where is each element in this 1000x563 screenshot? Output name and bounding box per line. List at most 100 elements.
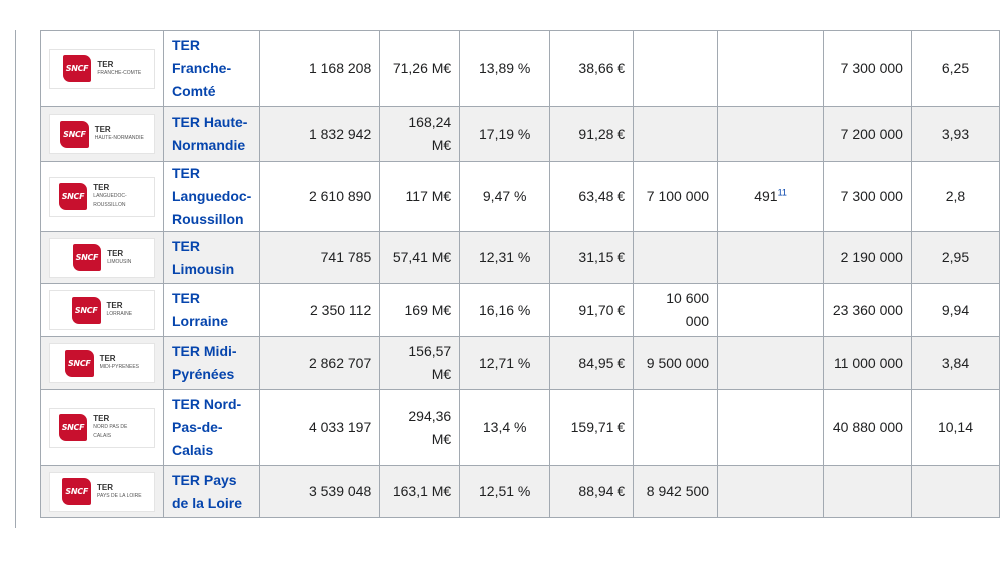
percent-cell: 12,31 % xyxy=(459,231,551,284)
logo-cell: SNCF TER FRANCHE-COMTE xyxy=(40,30,164,107)
cell-text: 156,57 M€ xyxy=(408,343,452,382)
value-cell: 2 862 707 xyxy=(259,336,381,390)
table-row: SNCF TER LANGUEDOC-ROUSSILLON TER Languedoc… xyxy=(40,161,1000,232)
region-name-link[interactable]: TER Pays de la Loire xyxy=(162,465,261,518)
percent-cell: 17,19 % xyxy=(459,106,551,162)
logo-region-label: MIDI-PYRENEES xyxy=(99,364,140,370)
ter-logo[interactable]: SNCF TER HAUTE-NORMANDIE xyxy=(49,114,155,154)
logo-cell: SNCF TER MIDI-PYRENEES xyxy=(40,336,164,390)
ter-logo[interactable]: SNCF TER MIDI-PYRENEES xyxy=(49,343,155,383)
value-cell: 2 610 890 xyxy=(259,161,381,232)
logo-ter-label: TER xyxy=(93,414,110,423)
cell-text: 3 539 048 xyxy=(308,483,372,499)
region-name-link[interactable]: TER Midi-Pyrénées xyxy=(162,336,261,390)
cell-text: 40 880 000 xyxy=(832,419,903,435)
cell-text: 12,71 % xyxy=(479,354,531,371)
table-body: SNCF TER FRANCHE-COMTE TER Franche-Comté 1 1… xyxy=(40,30,1000,518)
logo-ter-label: TER xyxy=(97,482,114,492)
cell-text: 17,19 % xyxy=(479,125,531,142)
revenue-cell: 156,57 M€ xyxy=(379,336,461,390)
logo-cell: SNCF TER LIMOUSIN xyxy=(40,231,164,284)
logo-text: TER NORD PAS DE CALAIS xyxy=(93,414,145,441)
logo-ter-label: TER xyxy=(107,248,124,258)
cell-text: 9,94 xyxy=(941,301,970,318)
value-cell: 8 942 500 xyxy=(633,465,719,518)
percent-cell: 12,51 % xyxy=(459,465,551,518)
ratio-cell: 6,25 xyxy=(910,30,1000,107)
value-cell: 3 539 048 xyxy=(259,465,381,518)
ter-logo[interactable]: SNCF TER LIMOUSIN xyxy=(49,237,155,278)
logo-text: TER FRANCHE-COMTE xyxy=(97,60,141,78)
price-cell: 91,28 € xyxy=(549,106,635,162)
logo-ter-label: TER xyxy=(94,125,111,134)
sncf-logo-icon: SNCF xyxy=(72,244,102,271)
region-name-link[interactable]: TER Franche-Comté xyxy=(162,30,261,107)
region-name-link[interactable]: TER Haute-Normandie xyxy=(162,106,261,162)
value-cell: 2 190 000 xyxy=(823,231,912,284)
logo-region-label: NORD PAS DE CALAIS xyxy=(93,424,128,439)
logo-cell: SNCF TER HAUTE-NORMANDIE xyxy=(40,106,164,162)
ter-logo[interactable]: SNCF TER LORRAINE xyxy=(49,290,155,330)
logo-region-label: HAUTE-NORMANDIE xyxy=(94,135,144,141)
logo-text: TER MIDI-PYRENEES xyxy=(100,354,139,372)
logo-cell: SNCF TER PAYS DE LA LOIRE xyxy=(40,465,164,518)
value-cell: 7 300 000 xyxy=(823,30,912,107)
table-row: SNCF TER MIDI-PYRENEES TER Midi-Pyrénées 2 8… xyxy=(40,336,1000,390)
percent-cell: 9,47 % xyxy=(459,161,551,232)
ter-regions-table: SNCF TER FRANCHE-COMTE TER Franche-Comté 1 1… xyxy=(40,30,1000,518)
logo-text: TER PAYS DE LA LOIRE xyxy=(97,483,142,501)
ter-logo[interactable]: SNCF TER LANGUEDOC-ROUSSILLON xyxy=(49,176,155,217)
cell-text: 2 350 112 xyxy=(310,301,372,318)
logo-ter-label: TER xyxy=(106,301,123,310)
revenue-cell: 163,1 M€ xyxy=(379,465,461,518)
logo-text: TER HAUTE-NORMANDIE xyxy=(95,125,144,143)
ratio-cell: 3,93 xyxy=(910,106,1000,162)
ratio-cell: 2,95 xyxy=(910,231,1000,284)
cell-text: 159,71 € xyxy=(570,419,626,435)
cell-text: 38,66 € xyxy=(578,60,626,76)
cell-text: 84,95 € xyxy=(578,354,626,371)
revenue-cell: 169 M€ xyxy=(379,283,461,337)
region-name-link[interactable]: TER Lorraine xyxy=(162,283,261,337)
cell-text: 741 785 xyxy=(320,249,372,265)
ter-logo[interactable]: SNCF TER PAYS DE LA LOIRE xyxy=(49,471,155,512)
cell-text: 7 300 000 xyxy=(840,60,903,76)
percent-cell: 13,89 % xyxy=(459,30,551,107)
region-name-link[interactable]: TER Nord-Pas-de-Calais xyxy=(162,389,261,466)
value-cell xyxy=(633,30,719,107)
ter-logo[interactable]: SNCF TER FRANCHE-COMTE xyxy=(49,48,155,89)
cell-text: 9 500 000 xyxy=(646,354,710,371)
cell-text: 13,89 % xyxy=(479,60,531,76)
value-cell xyxy=(717,231,825,284)
value-cell: 1 168 208 xyxy=(259,30,381,107)
region-name-link[interactable]: TER Languedoc-Roussillon xyxy=(162,161,261,232)
value-cell: 1 832 942 xyxy=(259,106,381,162)
logo-text: TER LANGUEDOC-ROUSSILLON xyxy=(93,183,145,210)
table-row: SNCF TER HAUTE-NORMANDIE TER Haute-Normandi… xyxy=(40,106,1000,162)
cell-text: 2,8 xyxy=(945,188,966,204)
region-name-link[interactable]: TER Limousin xyxy=(162,231,261,284)
reference-link[interactable]: 11 xyxy=(777,187,787,198)
value-cell: 741 785 xyxy=(259,231,381,284)
ratio-cell xyxy=(910,465,1000,518)
value-cell xyxy=(717,389,825,466)
table-row: SNCF TER FRANCHE-COMTE TER Franche-Comté 1 1… xyxy=(40,30,1000,107)
percent-cell: 12,71 % xyxy=(459,336,551,390)
ratio-cell: 2,8 xyxy=(910,161,1000,232)
ter-logo[interactable]: SNCF TER NORD PAS DE CALAIS xyxy=(49,407,155,448)
sncf-logo-icon: SNCF xyxy=(58,183,88,210)
cell-text: 57,41 M€ xyxy=(392,249,452,265)
logo-cell: SNCF TER NORD PAS DE CALAIS xyxy=(40,389,164,466)
logo-region-label: PAYS DE LA LOIRE xyxy=(97,492,142,499)
cell-text: 7 200 000 xyxy=(840,125,903,142)
cell-text: 31,15 € xyxy=(578,249,626,265)
cell-text: 168,24 M€ xyxy=(408,114,452,153)
cell-text: 11 000 000 xyxy=(833,354,903,371)
logo-text: TER LIMOUSIN xyxy=(107,249,131,267)
value-cell xyxy=(823,465,912,518)
price-cell: 91,70 € xyxy=(549,283,635,337)
sncf-logo-icon: SNCF xyxy=(60,120,89,148)
cell-text: 10,14 xyxy=(937,419,973,435)
revenue-cell: 57,41 M€ xyxy=(379,231,461,284)
revenue-cell: 71,26 M€ xyxy=(379,30,461,107)
